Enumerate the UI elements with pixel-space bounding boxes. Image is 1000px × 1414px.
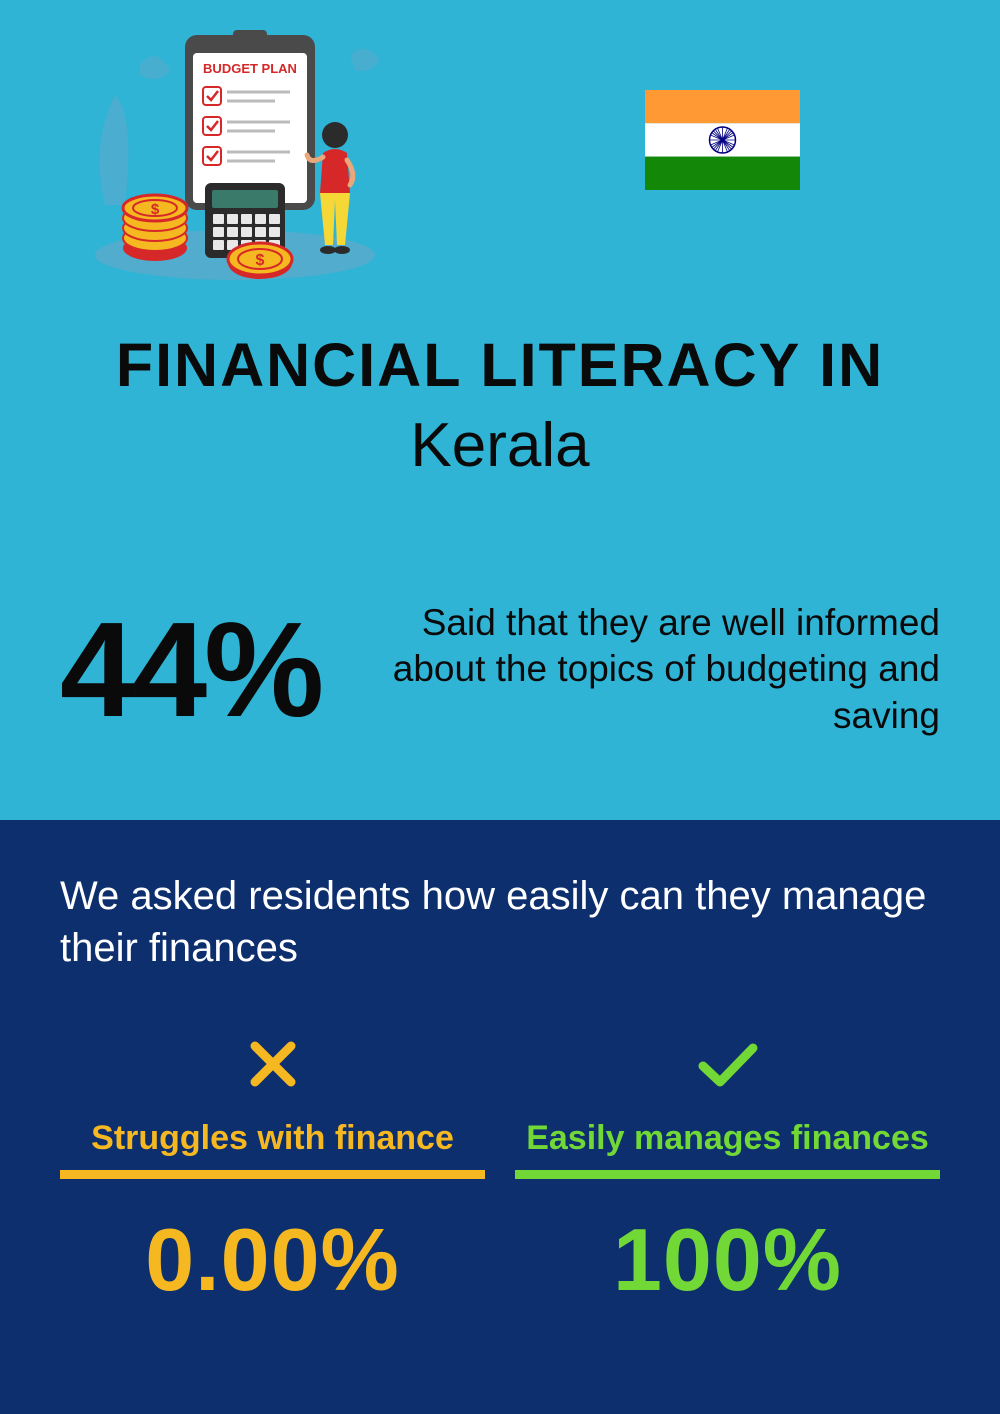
struggles-value: 0.00% <box>60 1209 485 1311</box>
question-text: We asked residents how easily can they m… <box>60 870 940 974</box>
struggles-label: Struggles with finance <box>60 1119 485 1158</box>
svg-text:BUDGET PLAN: BUDGET PLAN <box>203 61 297 76</box>
title-line2: Kerala <box>0 410 1000 481</box>
answer-struggles: Struggles with finance 0.00% <box>60 1034 485 1311</box>
svg-text:$: $ <box>151 201 160 218</box>
answers-row: Struggles with finance 0.00% Easily mana… <box>60 1034 940 1311</box>
answer-easy: Easily manages finances 100% <box>515 1034 940 1311</box>
check-icon <box>515 1034 940 1104</box>
stat-percent: 44% <box>60 602 321 737</box>
bottom-section: We asked residents how easily can they m… <box>0 820 1000 1414</box>
stat-row: 44% Said that they are well informed abo… <box>60 600 940 739</box>
budget-illustration: BUDGET PLAN <box>85 25 395 285</box>
easy-label: Easily manages finances <box>515 1119 940 1158</box>
svg-text:$: $ <box>256 252 265 269</box>
easy-divider <box>515 1170 940 1179</box>
easy-value: 100% <box>515 1209 940 1311</box>
x-icon <box>60 1034 485 1104</box>
title-block: FINANCIAL LITERACY IN Kerala <box>0 330 1000 481</box>
top-section: BUDGET PLAN <box>0 0 1000 820</box>
struggles-divider <box>60 1170 485 1179</box>
stat-description: Said that they are well informed about t… <box>346 600 940 739</box>
india-flag-icon <box>645 90 800 190</box>
title-line1: FINANCIAL LITERACY IN <box>0 330 1000 400</box>
